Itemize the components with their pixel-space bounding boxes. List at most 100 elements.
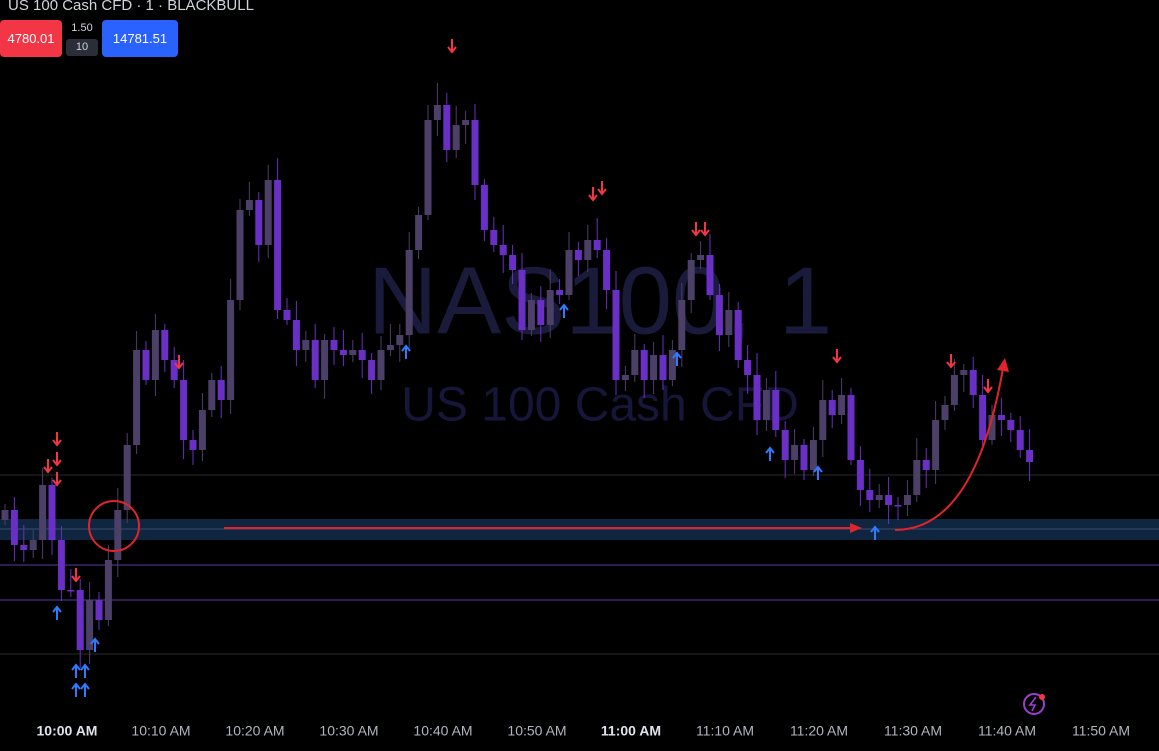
candle-body (386, 345, 394, 350)
candle (527, 293, 535, 336)
candle-body (537, 300, 545, 325)
candle (546, 269, 554, 338)
candle-body (819, 400, 827, 440)
candle (753, 353, 761, 435)
candle-body (847, 395, 855, 460)
candle-body (29, 540, 37, 550)
candle (20, 525, 28, 562)
candle (593, 218, 601, 258)
candle (603, 238, 611, 309)
sell-arrow (597, 181, 607, 196)
candle (189, 430, 197, 465)
time-label: 11:10 AM (696, 723, 754, 739)
candle-body (151, 330, 159, 380)
candle-body (462, 120, 470, 125)
alert-icon[interactable] (1023, 693, 1045, 715)
candle (509, 245, 517, 284)
candle (950, 359, 958, 411)
sell-arrow (700, 222, 710, 237)
sell-arrow (832, 349, 842, 364)
candle-body (781, 430, 789, 460)
candle (725, 292, 733, 347)
candle (687, 253, 695, 313)
candle-body (48, 485, 56, 540)
buy-arrow (90, 637, 100, 652)
candle-body (706, 255, 714, 295)
candle-body (791, 445, 799, 460)
candle-body (57, 540, 65, 590)
candle (123, 433, 131, 523)
candle-body (433, 105, 441, 120)
candle (650, 342, 658, 394)
candle (838, 378, 846, 424)
candle (433, 83, 441, 136)
candle (631, 334, 639, 382)
candle (828, 390, 836, 428)
candle (565, 232, 573, 300)
candle (227, 279, 235, 414)
candle (922, 448, 930, 488)
candle (255, 192, 263, 262)
candle-body (20, 545, 28, 550)
candle-body (509, 255, 517, 270)
candle-body (368, 360, 376, 380)
candle-body (330, 340, 338, 350)
candles (1, 83, 1034, 668)
candle (424, 105, 432, 220)
candle (29, 530, 37, 558)
sell-arrow (946, 354, 956, 369)
sell-button[interactable]: 4780.01 (0, 20, 62, 57)
candle-body (772, 390, 780, 430)
candle-body (650, 355, 658, 380)
candle-body (894, 505, 902, 507)
candle (114, 488, 122, 577)
candle-body (941, 405, 949, 420)
candle-body (922, 460, 930, 470)
candle (659, 335, 667, 390)
candle-body (245, 200, 253, 210)
quantity[interactable]: 10 (66, 39, 98, 56)
candle-body (988, 415, 996, 440)
candle (809, 427, 817, 476)
candle-body (866, 490, 874, 500)
candle (1, 504, 9, 525)
candle-body (997, 415, 1005, 420)
candle (358, 333, 366, 378)
time-label: 10:20 AM (225, 723, 284, 739)
candle (913, 438, 921, 502)
candle-body (556, 290, 564, 295)
sell-arrow (52, 452, 62, 467)
candle (612, 271, 620, 395)
buy-arrow (71, 663, 81, 678)
sell-arrow (52, 432, 62, 447)
candle-body (546, 290, 554, 325)
candle-body (960, 370, 968, 375)
candle (640, 344, 648, 398)
candle-body (574, 250, 582, 260)
symbol-title[interactable]: US 100 Cash CFD · 1 · BLACKBULL (8, 0, 254, 14)
candle-body (753, 375, 761, 420)
candle-body (565, 250, 573, 295)
candle-body (161, 330, 169, 360)
candle-body (725, 310, 733, 335)
candle (396, 324, 404, 362)
time-label: 10:50 AM (507, 723, 566, 739)
candle (875, 484, 883, 508)
sell-arrow (71, 568, 81, 583)
candle-body (734, 310, 742, 360)
buy-button[interactable]: 14781.51 (102, 20, 178, 57)
candle (781, 421, 789, 478)
candle-body (593, 240, 601, 250)
time-label: 11:40 AM (978, 723, 1036, 739)
candle-body (67, 590, 75, 592)
candle-body (10, 510, 18, 545)
candle-body (480, 185, 488, 230)
signal-arrows (43, 39, 993, 697)
candle (236, 199, 244, 310)
buy-arrow (813, 465, 823, 480)
buy-arrow (559, 303, 569, 318)
candle (264, 165, 272, 258)
candle (1016, 416, 1024, 458)
